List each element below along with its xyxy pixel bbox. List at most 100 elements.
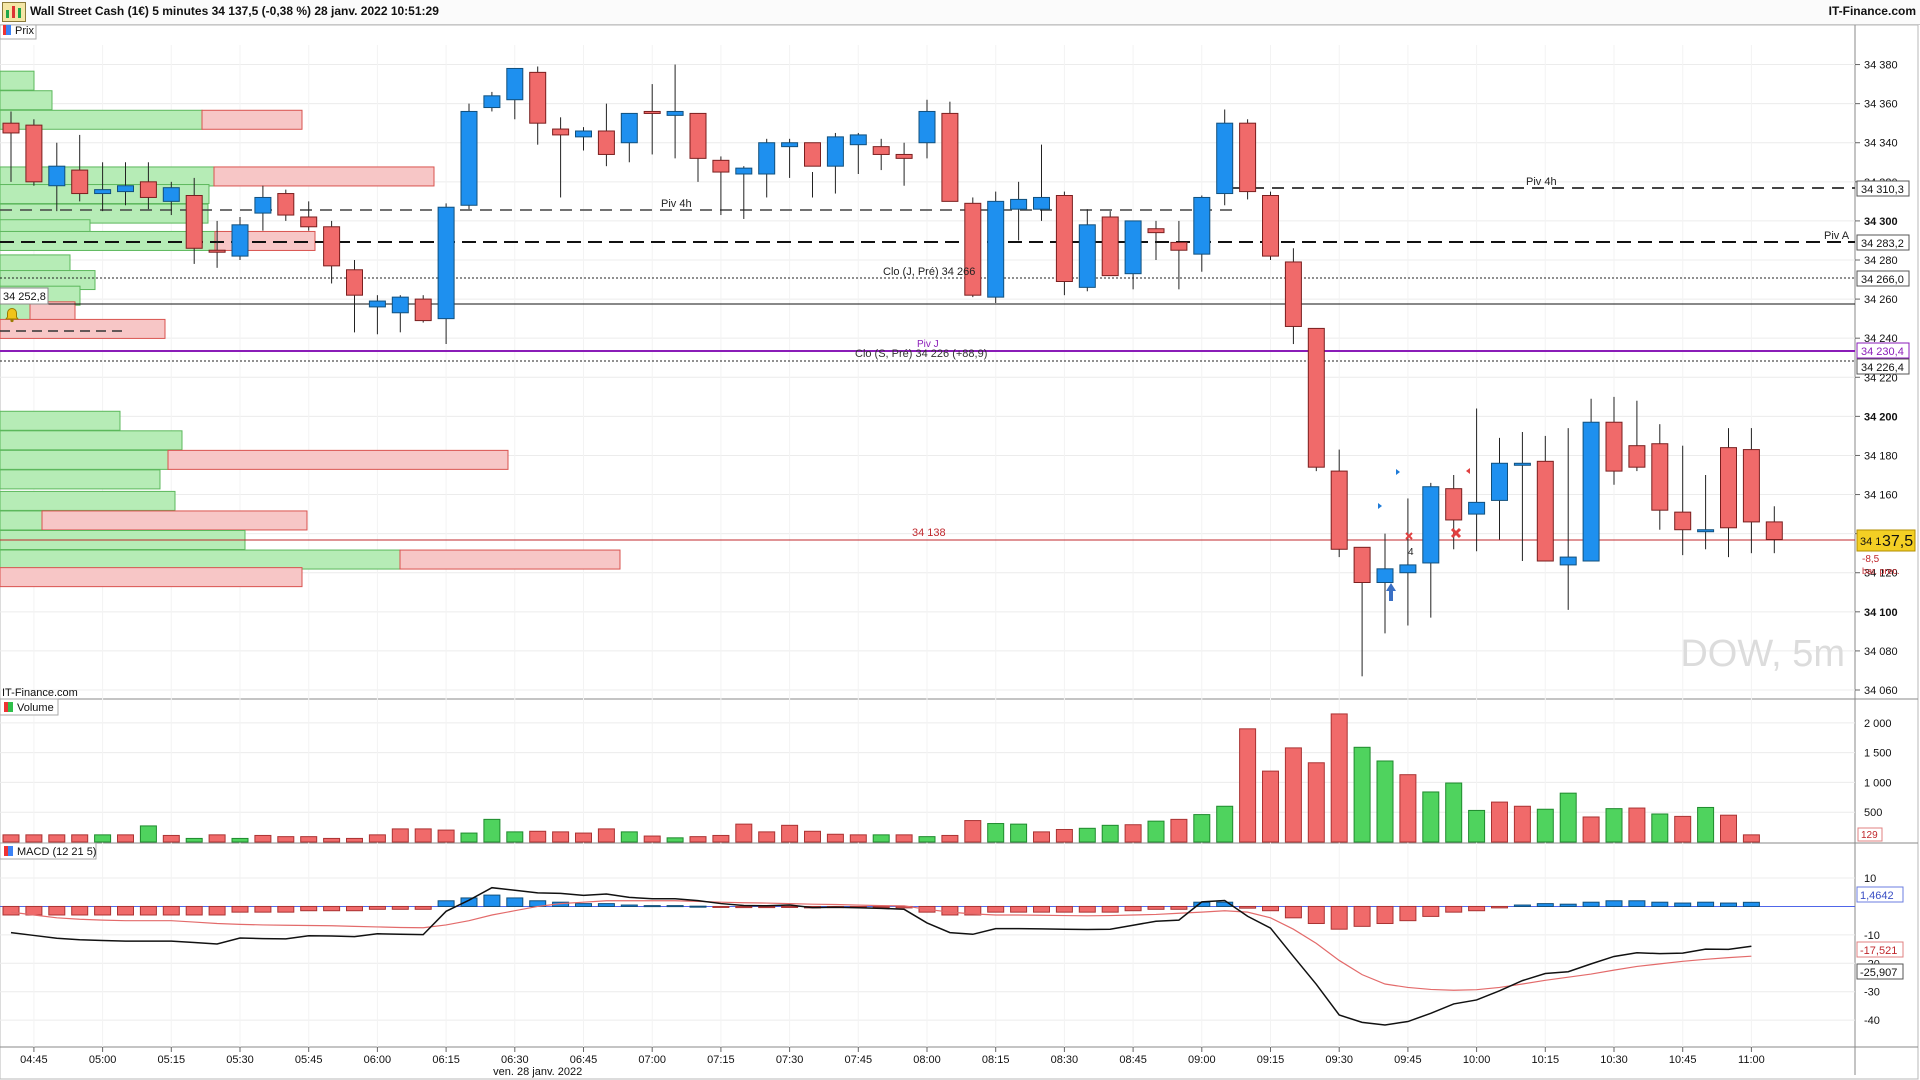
price-tick-label: 34 340 bbox=[1864, 138, 1898, 150]
candle-body bbox=[391, 296, 409, 314]
time-tick-label: 07:30 bbox=[776, 1054, 804, 1066]
volume-bar bbox=[1559, 792, 1577, 843]
time-tick-label: 05:00 bbox=[89, 1054, 117, 1066]
macd-hist-bar bbox=[1491, 905, 1508, 909]
macd-hist-bar bbox=[758, 905, 776, 909]
candle-body bbox=[1262, 195, 1279, 257]
profile-bar-green bbox=[0, 510, 43, 531]
macd-signal-line bbox=[10, 900, 1752, 991]
volume-bar bbox=[460, 832, 478, 843]
volume-tick-label: 1 500 bbox=[1864, 748, 1892, 760]
volume-bar bbox=[300, 836, 318, 843]
volume-bar bbox=[1674, 815, 1692, 843]
tag-piv-j: 34 230,4 bbox=[1861, 346, 1904, 358]
volume-bar bbox=[918, 836, 936, 843]
macd-hist-bar bbox=[781, 905, 799, 908]
tag-volume: 129 bbox=[1861, 830, 1878, 841]
macd-hist-bar bbox=[2, 905, 20, 916]
volume-bar bbox=[689, 836, 707, 843]
candle-body bbox=[826, 136, 844, 167]
candle-body bbox=[1010, 198, 1028, 210]
volume-bar bbox=[1078, 827, 1096, 843]
macd-hist-bar bbox=[1307, 905, 1325, 925]
macd-hist-bar bbox=[1170, 905, 1188, 910]
price-tick-label: 34 360 bbox=[1864, 99, 1898, 111]
macd-main-line bbox=[10, 886, 1752, 1026]
candle-body bbox=[620, 112, 638, 144]
candle-body bbox=[346, 269, 363, 296]
candle-body bbox=[1468, 501, 1486, 515]
candle-body bbox=[575, 130, 592, 138]
volume-bar bbox=[483, 818, 501, 843]
candle-body bbox=[1124, 220, 1142, 275]
price-legend[interactable]: Prix bbox=[0, 25, 37, 40]
volume-bar bbox=[117, 834, 134, 843]
tag-macd-hist: 1,4642 bbox=[1860, 890, 1894, 902]
profile-bar-green bbox=[0, 469, 161, 490]
volume-bar bbox=[414, 828, 432, 843]
macd-legend[interactable]: MACD (12 21 5) bbox=[0, 842, 97, 860]
candle-body bbox=[1376, 568, 1394, 583]
volume-bar bbox=[1582, 816, 1600, 843]
time-tick-label: 06:15 bbox=[432, 1054, 460, 1066]
volume-bar bbox=[346, 837, 363, 843]
macd-hist-bar bbox=[735, 905, 753, 909]
macd-hist-bar bbox=[1468, 905, 1486, 912]
candle-body bbox=[1033, 196, 1050, 210]
source-label: IT-Finance.com bbox=[2, 687, 78, 699]
macd-hist-bar bbox=[987, 905, 1005, 913]
volume-bar bbox=[48, 834, 66, 843]
brand-link[interactable]: IT-Finance.com bbox=[1828, 4, 1916, 18]
candle-body bbox=[597, 130, 615, 155]
volume-legend[interactable]: Volume bbox=[0, 698, 59, 716]
time-tick-label: 07:45 bbox=[845, 1054, 873, 1066]
profile-bar-green bbox=[0, 410, 121, 431]
chart-title: Wall Street Cash (1€) 5 minutes 34 137,5… bbox=[30, 4, 439, 18]
profile-bar-red bbox=[399, 549, 621, 570]
time-tick-label: 10:30 bbox=[1600, 1054, 1628, 1066]
macd-tick-label: -40 bbox=[1864, 1015, 1880, 1027]
candle-body bbox=[48, 165, 66, 187]
volume-bar bbox=[25, 834, 43, 843]
candle-body bbox=[1536, 460, 1554, 562]
left-price-tag-box bbox=[0, 287, 49, 305]
volume-bar bbox=[1720, 814, 1737, 843]
macd-hist-bar bbox=[1353, 905, 1371, 927]
time-tick-label: 05:15 bbox=[158, 1054, 186, 1066]
flag-icon-3 bbox=[1466, 468, 1470, 474]
alert-bell-icon[interactable] bbox=[5, 308, 19, 323]
candle-body bbox=[666, 110, 684, 116]
volume-bar bbox=[1284, 747, 1302, 843]
macd-panel-label: MACD (12 21 5) bbox=[17, 846, 96, 858]
candle-body bbox=[918, 110, 936, 144]
volume-bar bbox=[597, 828, 615, 843]
candle-body bbox=[71, 169, 89, 195]
macd-hist-bar bbox=[1559, 903, 1577, 907]
time-tick-label: 09:45 bbox=[1394, 1054, 1422, 1066]
candle-body bbox=[1605, 421, 1623, 472]
candle-body bbox=[895, 153, 913, 159]
volume-bar bbox=[1193, 814, 1211, 843]
marker-number: 4 bbox=[1408, 547, 1414, 558]
volume-tick-label: 500 bbox=[1864, 807, 1882, 819]
candle-body bbox=[689, 112, 707, 159]
tag-piv-a: 34 283,2 bbox=[1861, 238, 1904, 250]
price-tick-label: 34 220 bbox=[1864, 372, 1898, 384]
macd-hist-bar bbox=[414, 905, 432, 910]
macd-hist-bar bbox=[1010, 905, 1028, 913]
macd-hist-bar bbox=[185, 905, 203, 916]
time-tick-label: 10:45 bbox=[1669, 1054, 1697, 1066]
candle-body bbox=[987, 200, 1005, 298]
volume-bar bbox=[368, 834, 386, 843]
macd-hist-bar bbox=[1124, 905, 1142, 912]
candle-body bbox=[25, 124, 43, 183]
volume-bar bbox=[1376, 760, 1394, 843]
macd-hist-bar bbox=[231, 905, 249, 913]
volume-bar bbox=[1605, 808, 1623, 843]
macd-hist-bar bbox=[575, 903, 592, 907]
candles-layer bbox=[2, 64, 1783, 677]
price-tick-label: 34 260 bbox=[1864, 294, 1898, 306]
profile-bar-green bbox=[0, 203, 209, 224]
date-label: ven. 28 janv. 2022 bbox=[493, 1066, 582, 1078]
